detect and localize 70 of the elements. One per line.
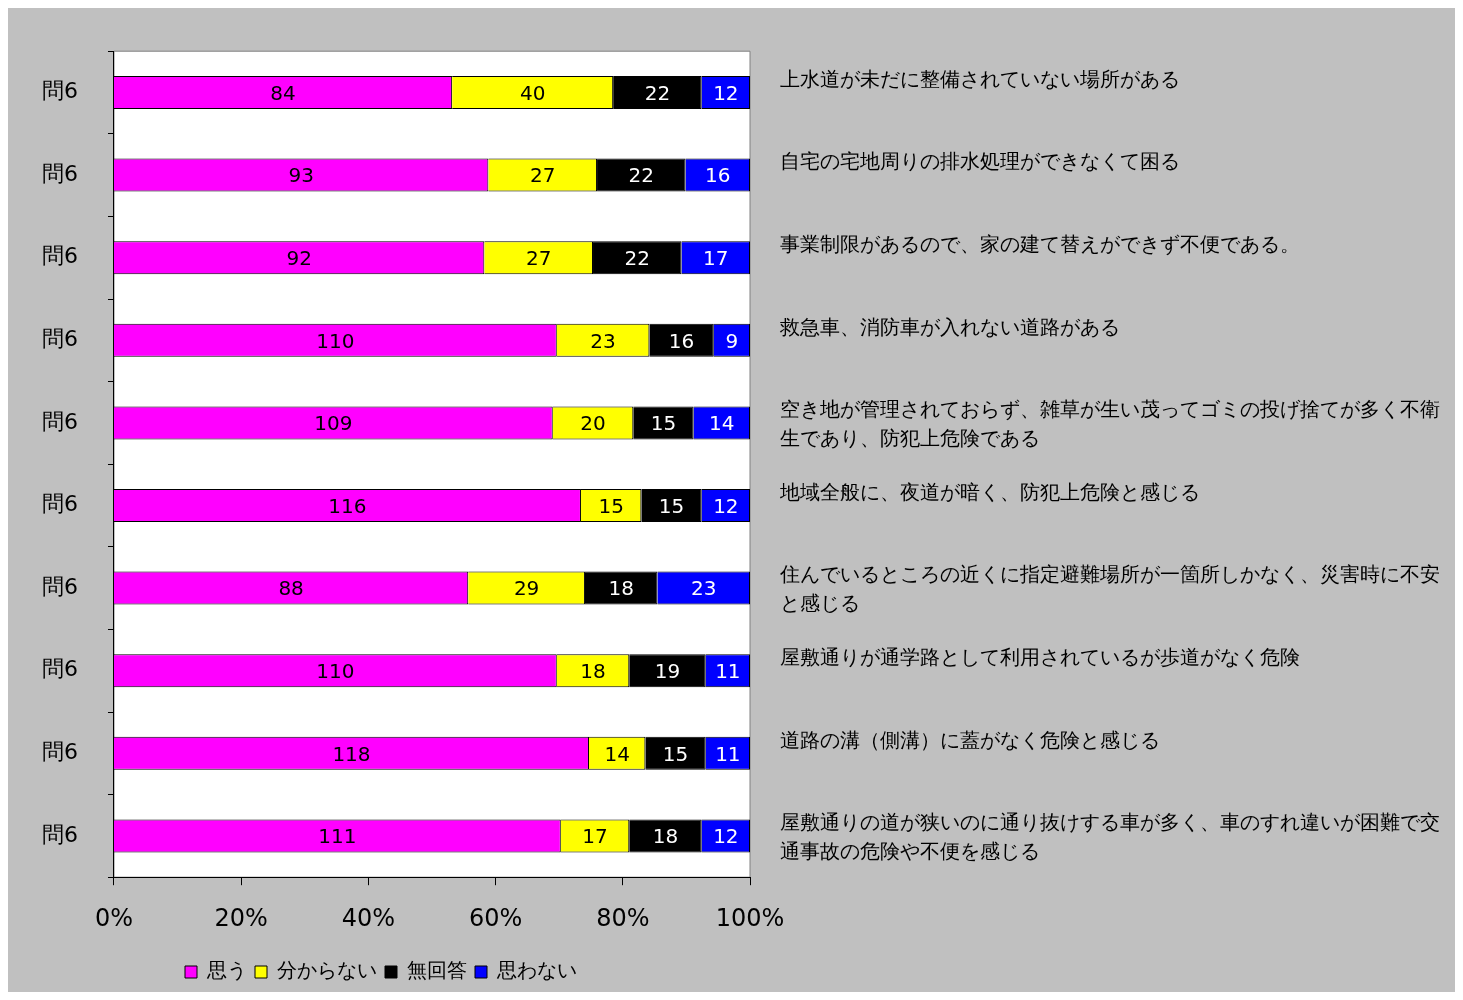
x2-tick-label: 0% [94, 903, 134, 932]
legend-label: 思う [206, 958, 247, 983]
data-label: 16 [668, 328, 695, 353]
text: 空き地が管理されておらず、雑草が生い茂ってゴミの投げ捨てが多く不衛生であり、防犯上危険である [780, 397, 1440, 451]
y-tick-label: 問6 [42, 78, 78, 104]
data-label: 17 [582, 824, 608, 849]
data-label: 9 [725, 328, 739, 353]
y-tick-label: 問6 [42, 491, 78, 517]
text: 道路の溝（側溝）に蓋がなく危険と感じる [780, 727, 1160, 752]
data-label: 12 [713, 493, 739, 518]
y-tick-label: 問6 [42, 243, 78, 269]
data-label: 40 [519, 80, 546, 105]
text: 屋敷通りの道が狭いのに通り抜けする車が多く、車のすれ違いが困難で交通事故の危険や不便を感じる [780, 810, 1440, 864]
data-label: 12 [713, 80, 739, 105]
legend-label: 無回答 [407, 958, 467, 983]
data-label: 20 [580, 411, 606, 436]
data-label: 27 [529, 163, 556, 188]
text: 屋敷通りが通学路として利用されているが歩道がなく危険 [780, 644, 1300, 669]
data-label: 110 [316, 658, 355, 683]
data-label: 11 [715, 741, 741, 766]
y-tick-label: 問6 [42, 821, 78, 847]
data-label: 19 [654, 658, 681, 683]
data-label: 23 [690, 576, 717, 601]
data-label: 22 [624, 245, 651, 270]
data-label: 14 [604, 741, 630, 766]
x2-tick-label: 80% [596, 903, 650, 932]
x2-tick-label: 20% [214, 903, 268, 932]
y-tick-label: 問6 [42, 656, 78, 682]
data-label: 15 [598, 493, 624, 518]
data-label: 15 [650, 411, 677, 436]
data-label: 18 [652, 824, 679, 849]
data-label: 23 [590, 328, 616, 353]
x2-tick-label: 100% [715, 903, 785, 932]
data-label: 16 [705, 163, 731, 188]
text: 住んでいるところの近くに指定避難場所が一箇所しかなく、災害時に不安と感じる [779, 562, 1440, 616]
data-label: 111 [318, 824, 357, 849]
data-label: 116 [328, 493, 367, 518]
text: 上水道が未だに整備されていない場所がある [780, 66, 1180, 91]
x2-tick-label: 40% [341, 903, 396, 932]
data-label: 88 [278, 576, 304, 601]
data-label: 92 [286, 245, 312, 270]
y-tick-label: 問6 [42, 739, 78, 765]
text: 事業制限があるので、家の建て替えができず不便である。 [780, 231, 1300, 256]
data-label: 27 [525, 245, 552, 270]
data-label: 11 [715, 658, 741, 683]
data-label: 15 [662, 741, 689, 766]
x2-tick-label: 60% [468, 903, 523, 932]
data-label: 18 [608, 576, 634, 601]
y-tick-label: 問6 [42, 160, 78, 186]
legend-label: 思わない [496, 958, 577, 983]
data-label: 18 [580, 658, 606, 683]
data-label: 14 [709, 411, 735, 436]
data-label: 22 [644, 80, 671, 105]
data-label: 110 [316, 328, 355, 353]
y-tick-label: 問6 [42, 326, 78, 352]
y-tick-label: 問6 [42, 573, 78, 599]
text: 自宅の宅地周りの排水処理ができなくて困る [780, 149, 1180, 174]
data-label: 22 [628, 163, 655, 188]
data-label: 15 [658, 493, 685, 518]
text: 救急車、消防車が入れない道路がある [779, 314, 1120, 339]
y-tick-label: 問6 [42, 408, 78, 434]
text: 地域全般に、夜道が暗く、防犯上危険と感じる [779, 479, 1200, 504]
data-label: 29 [513, 576, 540, 601]
data-label: 118 [332, 741, 371, 766]
data-label: 109 [314, 411, 353, 436]
data-label: 93 [288, 163, 314, 188]
data-label: 17 [703, 245, 729, 270]
legend-label: 分からない [277, 958, 377, 983]
data-label: 12 [713, 824, 739, 849]
data-label: 84 [270, 80, 296, 105]
